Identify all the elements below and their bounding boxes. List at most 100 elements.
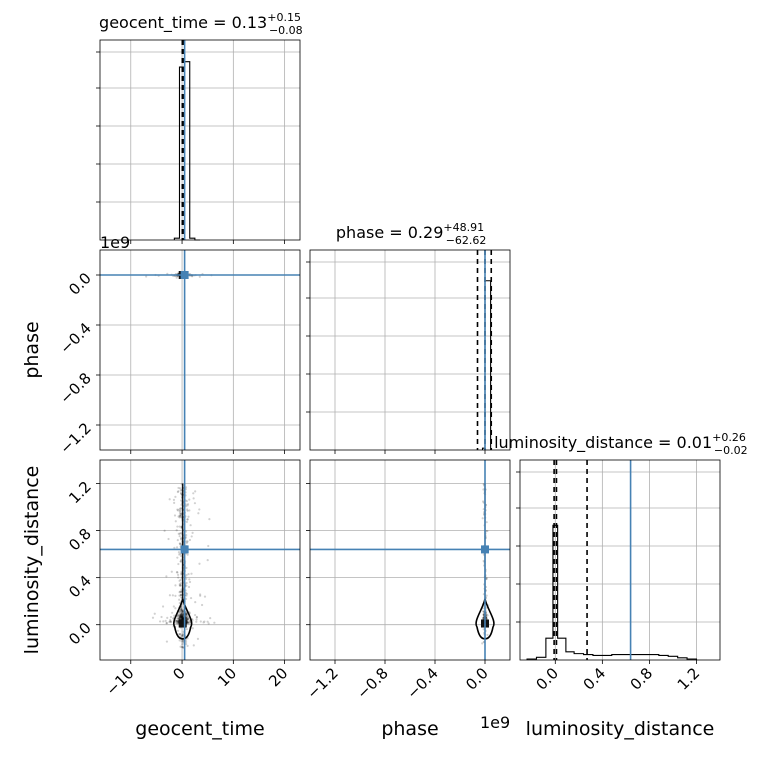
sample-point <box>179 582 182 585</box>
sample-point <box>186 509 189 512</box>
sample-point <box>180 614 184 617</box>
sample-point <box>175 619 179 623</box>
tick-label-y-luminosity_distance: 0.0 <box>65 619 95 649</box>
truth-marker <box>481 545 489 554</box>
sample-point <box>181 633 184 636</box>
sample-point <box>168 620 171 624</box>
title-median: phase = 0.29 <box>336 223 443 242</box>
sample-point <box>180 616 183 619</box>
sample-point <box>178 601 181 605</box>
sample-point <box>486 633 489 637</box>
sample-cloud <box>100 250 300 450</box>
sample-point <box>180 614 183 617</box>
tick-label-x-phase: −0.4 <box>403 664 441 702</box>
sample-point <box>151 616 155 619</box>
sample-point <box>175 529 178 532</box>
sample-point <box>181 639 185 642</box>
sample-point <box>177 486 180 490</box>
panel-phase-luminosity_distance: −1.2 −0.8 −0.4 0.0 <box>303 459 511 703</box>
sample-point <box>179 614 182 618</box>
sample-point <box>179 608 183 611</box>
offset-text-y-phase: 1e9 <box>100 233 130 252</box>
sample-point <box>179 613 183 616</box>
sample-point <box>185 541 188 544</box>
sample-point <box>172 617 175 620</box>
sample-point <box>184 486 188 489</box>
sample-point <box>174 621 177 624</box>
sample-point <box>187 618 190 621</box>
sample-point <box>481 500 485 503</box>
sample-point <box>182 616 185 620</box>
title-median: geocent_time = 0.13 <box>99 13 267 33</box>
sample-point <box>181 614 185 618</box>
sample-point <box>181 609 184 612</box>
sample-point <box>192 644 195 647</box>
sample-point <box>176 622 179 625</box>
sample-point <box>179 615 182 618</box>
sample-point <box>180 558 183 561</box>
sample-point <box>178 591 181 594</box>
sample-point <box>179 584 182 587</box>
sample-point <box>179 560 182 563</box>
sample-point <box>195 618 198 621</box>
sample-point <box>179 614 182 617</box>
sample-point <box>174 495 177 498</box>
sample-point <box>188 538 192 542</box>
sample-point <box>179 614 183 617</box>
sample-point <box>181 643 184 646</box>
sample-point <box>161 605 165 608</box>
sample-point <box>187 585 191 589</box>
sample-point <box>160 615 163 619</box>
sample-point <box>176 617 179 620</box>
sample-point <box>180 588 183 591</box>
sample-point <box>180 516 183 519</box>
sample-point <box>180 596 183 599</box>
sample-point <box>485 576 488 580</box>
sample-point <box>175 619 179 623</box>
sample-point <box>193 502 197 505</box>
sample-point <box>178 615 181 619</box>
sample-point <box>185 594 188 597</box>
sample-point <box>186 620 190 623</box>
panel-frame <box>309 459 511 661</box>
sample-point <box>174 594 177 597</box>
panel-geocent_time-hist: geocent_time = 0.13+0.15−0.08 <box>96 11 303 244</box>
sample-point <box>181 617 184 620</box>
sample-point <box>485 613 488 616</box>
sample-point <box>176 556 179 559</box>
sample-point <box>179 591 182 594</box>
sample-point <box>482 628 485 631</box>
sample-point <box>185 520 189 524</box>
sample-point <box>179 538 183 541</box>
sample-point <box>179 615 182 618</box>
sample-point <box>180 613 183 616</box>
sample-point <box>178 598 181 601</box>
sample-point <box>185 614 188 617</box>
title-upper: +48.91 <box>443 221 484 234</box>
title-phase: phase = 0.29+48.91 <box>336 221 484 242</box>
sample-point <box>199 594 202 597</box>
tick-label-x-luminosity_distance: 1.2 <box>674 664 704 694</box>
sample-point <box>177 562 180 566</box>
sample-point <box>185 640 188 644</box>
sample-point <box>176 617 179 620</box>
sample-point <box>202 621 205 624</box>
sample-point <box>186 518 189 521</box>
sample-point <box>179 514 182 517</box>
sample-point <box>179 615 182 618</box>
sample-point <box>180 640 183 643</box>
sample-point <box>482 559 485 563</box>
sample-point <box>482 488 485 491</box>
sample-point <box>481 616 485 619</box>
truth-marker <box>180 545 189 554</box>
sample-point <box>185 612 188 616</box>
sample-point <box>177 490 180 493</box>
sample-point <box>179 584 182 587</box>
sample-point <box>174 584 177 587</box>
sample-point <box>182 640 185 643</box>
sample-point <box>178 614 181 617</box>
sample-point <box>178 514 181 517</box>
sample-point <box>181 646 184 649</box>
sample-point <box>180 615 183 618</box>
tick-label-x-luminosity_distance: 0.4 <box>580 664 610 694</box>
